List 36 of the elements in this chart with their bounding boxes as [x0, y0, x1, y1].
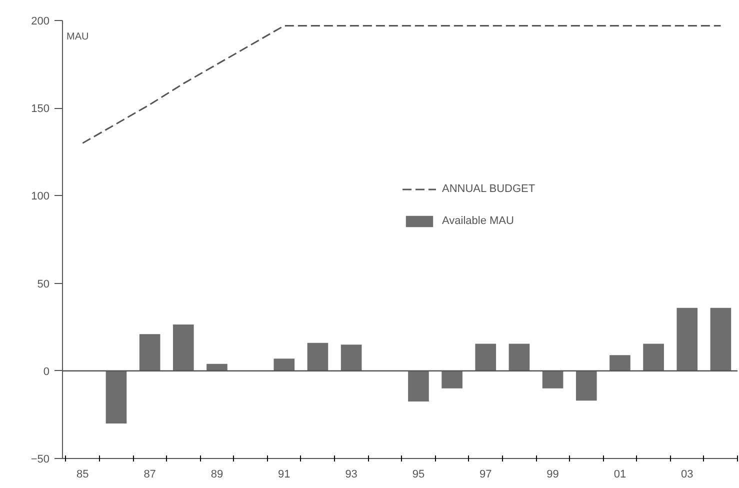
x-tick-label: 89 [210, 468, 224, 480]
y-tick-label: 0 [43, 366, 50, 378]
y-tick-label: 50 [37, 278, 50, 290]
bar [542, 370, 564, 388]
bar [139, 334, 160, 371]
bar [508, 344, 530, 371]
bar [710, 308, 732, 371]
x-tick-label: 01 [614, 468, 626, 480]
bar [106, 370, 127, 424]
bar [408, 370, 429, 402]
y-tick-label: 200 [31, 16, 50, 28]
bar [475, 344, 496, 371]
bar [643, 344, 664, 371]
bar [442, 370, 462, 388]
bar [274, 358, 295, 371]
legend-label: Available MAU [442, 215, 514, 227]
x-tick-label: 87 [144, 468, 156, 480]
bar [172, 324, 194, 371]
x-tick-label: 03 [681, 468, 694, 480]
y-tick-label: 100 [31, 190, 50, 203]
bar [610, 355, 630, 371]
y-tick-label: 150 [31, 103, 50, 116]
y-tick-label: −50 [30, 454, 50, 466]
x-tick-label: 93 [345, 468, 358, 480]
x-tick-label: 85 [76, 468, 89, 480]
bar [576, 370, 597, 401]
y-axis-title: MAU [66, 32, 89, 42]
x-tick-label: 99 [546, 468, 559, 480]
x-tick-label: 91 [278, 468, 290, 480]
x-tick-label: 97 [480, 468, 492, 480]
legend-label: ANNUAL BUDGET [442, 183, 536, 195]
bar [676, 308, 698, 371]
bar [307, 342, 328, 371]
x-tick-label: 95 [412, 468, 425, 480]
bar [340, 344, 362, 371]
bar [206, 364, 228, 371]
